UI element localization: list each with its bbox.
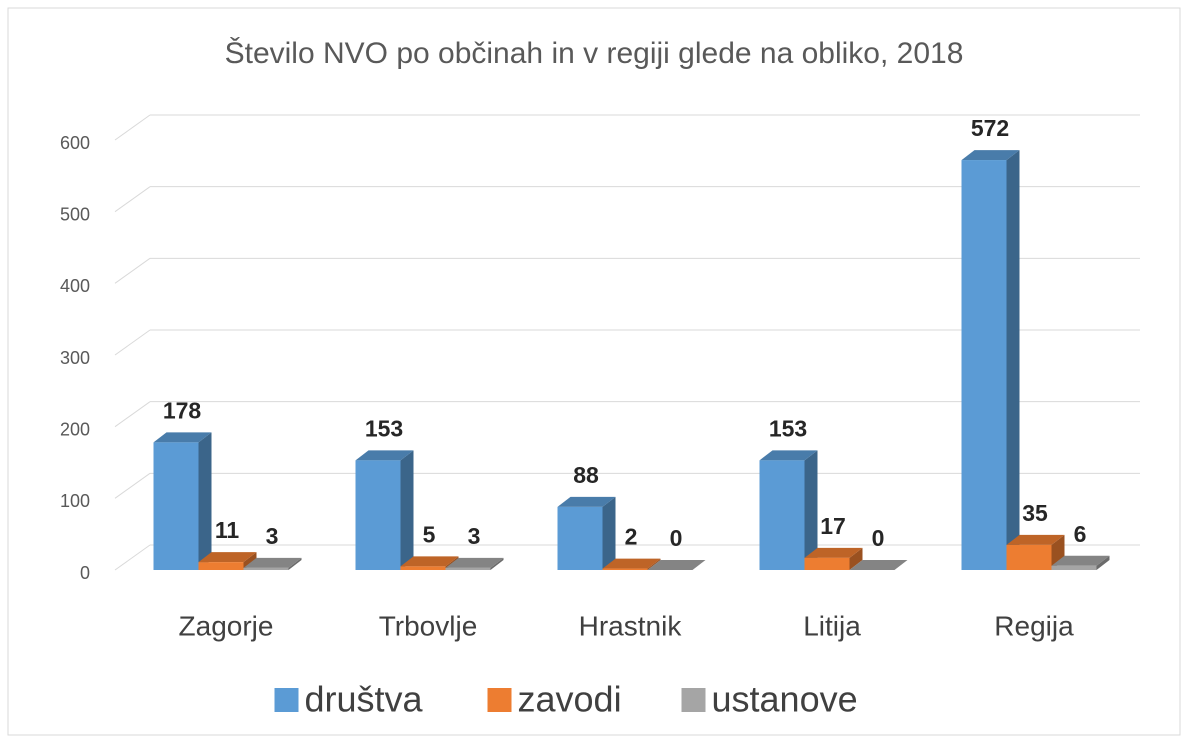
bar-top (1051, 555, 1110, 566)
y-tick-label: 400 (60, 276, 90, 296)
bar (198, 562, 244, 570)
data-label: 572 (971, 115, 1009, 141)
bar (759, 460, 805, 570)
x-tick-label: Regija (994, 610, 1074, 641)
bar-side (1096, 555, 1110, 570)
data-label: 3 (266, 523, 279, 549)
bar-side (198, 432, 212, 570)
legend-swatch (681, 688, 706, 712)
bar (400, 566, 446, 570)
data-label: 11 (215, 517, 240, 543)
x-tick-label: Trbovlje (379, 610, 478, 641)
grid-line (114, 472, 151, 499)
y-tick-label: 600 (60, 133, 90, 153)
x-tick-label: Hrastnik (579, 610, 683, 641)
legend-label: zavodi (518, 679, 622, 720)
bar-top (557, 496, 616, 507)
bar-side (804, 450, 818, 570)
bar (1051, 565, 1097, 570)
legend-swatch (487, 688, 512, 712)
bar (1006, 544, 1052, 570)
data-label: 2 (625, 524, 638, 550)
grid-line (114, 544, 151, 571)
grid-line (114, 401, 151, 428)
bar (243, 567, 289, 570)
chart-title: Število NVO po občinah in v regiji glede… (225, 36, 964, 70)
bar (445, 567, 491, 570)
bar-top (1006, 534, 1065, 545)
x-tick-label: Zagorje (179, 610, 274, 641)
legend-label: ustanove (712, 679, 858, 720)
y-tick-label: 200 (60, 419, 90, 439)
bar-side (647, 558, 661, 570)
data-label: 5 (423, 521, 436, 547)
bar-top (804, 547, 863, 558)
bar-top (198, 552, 257, 563)
data-label: 153 (365, 415, 403, 441)
bar-top (355, 450, 414, 461)
bar (602, 568, 648, 570)
data-label: 6 (1074, 521, 1087, 547)
data-label: 0 (670, 525, 683, 551)
data-label: 0 (872, 525, 885, 551)
grid-line (114, 257, 151, 284)
bar (355, 460, 401, 570)
data-label: 178 (163, 398, 202, 424)
bar-top (400, 556, 459, 567)
data-label: 153 (769, 415, 807, 441)
grid-line (114, 329, 151, 356)
data-label: 17 (820, 513, 846, 539)
y-tick-label: 300 (60, 348, 90, 368)
grid-line (114, 114, 151, 141)
bar-side (1006, 150, 1020, 571)
y-tick-label: 0 (80, 563, 90, 583)
bar-side (288, 557, 302, 570)
data-label: 35 (1022, 500, 1048, 526)
data-label: 3 (468, 523, 481, 549)
bar (153, 442, 199, 570)
legend-label: društva (305, 679, 424, 720)
bar-side (490, 557, 504, 570)
bar-top (849, 560, 908, 570)
y-tick-label: 100 (60, 491, 90, 511)
bar-top (602, 558, 661, 569)
bar-top (445, 557, 504, 568)
bar-top (243, 557, 302, 568)
legend-swatch (274, 688, 299, 712)
x-tick-label: Litija (803, 610, 861, 641)
bar-top (153, 432, 212, 443)
bar (961, 160, 1007, 571)
bar (804, 557, 850, 570)
bar-top (961, 150, 1020, 161)
bar-side (602, 496, 616, 570)
y-tick-label: 500 (60, 204, 90, 224)
bar-side (849, 547, 863, 570)
bar-top (647, 560, 706, 570)
data-label: 88 (573, 462, 599, 488)
bar (557, 506, 603, 570)
grid-line (114, 186, 151, 213)
bar-top (759, 450, 818, 461)
bar-side (400, 450, 414, 570)
